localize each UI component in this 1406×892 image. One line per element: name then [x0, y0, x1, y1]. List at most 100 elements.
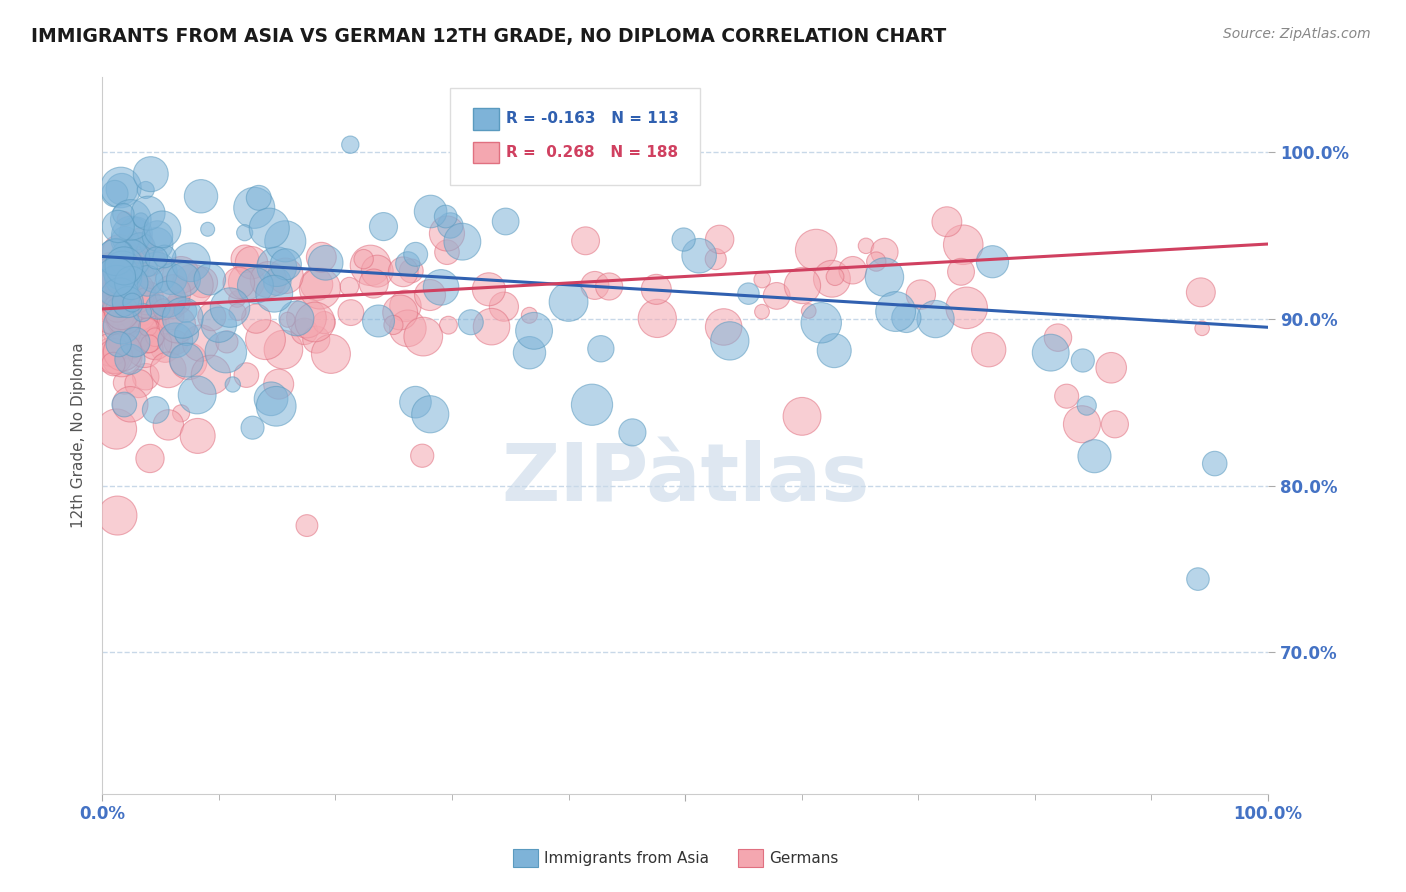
Point	[191, 275, 214, 289]
Point	[124, 287, 146, 301]
Point	[162, 285, 184, 300]
Point	[821, 272, 844, 286]
Point	[436, 227, 458, 241]
Point	[273, 343, 295, 357]
Point	[751, 273, 773, 287]
Point	[138, 260, 160, 275]
Point	[170, 268, 193, 282]
Point	[165, 334, 187, 348]
Point	[896, 310, 918, 325]
Point	[295, 311, 318, 326]
Point	[235, 275, 257, 289]
Point	[104, 186, 127, 201]
Point	[873, 270, 896, 285]
Point	[124, 282, 146, 296]
Point	[105, 281, 128, 295]
Point	[259, 221, 281, 235]
Point	[111, 323, 134, 337]
Point	[157, 417, 180, 432]
Point	[111, 289, 134, 303]
Point	[117, 295, 139, 310]
Point	[139, 167, 162, 181]
Point	[884, 304, 907, 318]
Point	[363, 277, 385, 291]
Point	[274, 235, 297, 249]
FancyBboxPatch shape	[450, 88, 700, 185]
Point	[120, 255, 142, 269]
Point	[104, 250, 127, 264]
Point	[146, 300, 169, 314]
Point	[226, 305, 249, 319]
Point	[841, 263, 863, 277]
Point	[112, 398, 135, 412]
Point	[136, 206, 159, 220]
Point	[129, 241, 152, 255]
Point	[314, 316, 336, 330]
Point	[181, 278, 204, 293]
Point	[492, 300, 515, 314]
Point	[145, 266, 167, 280]
Point	[401, 264, 423, 278]
Point	[243, 201, 266, 215]
Point	[165, 335, 187, 350]
Point	[873, 244, 896, 259]
Point	[138, 336, 160, 351]
Point	[127, 306, 149, 320]
Point	[274, 257, 297, 271]
Point	[153, 249, 176, 263]
Point	[108, 245, 131, 260]
Point	[311, 250, 333, 264]
Point	[367, 314, 389, 328]
Point	[105, 301, 128, 316]
Point	[460, 315, 482, 329]
Point	[111, 306, 134, 320]
Point	[200, 368, 222, 382]
Point	[108, 290, 131, 304]
Point	[1039, 345, 1062, 359]
Point	[621, 425, 644, 440]
Point	[233, 226, 256, 240]
Point	[105, 269, 128, 284]
Point	[245, 311, 267, 326]
Point	[201, 310, 224, 324]
Point	[1204, 457, 1226, 471]
Point	[129, 290, 152, 304]
Point	[935, 215, 957, 229]
Point	[222, 377, 245, 392]
Point	[124, 335, 146, 350]
Point	[977, 343, 1000, 357]
Point	[141, 318, 163, 332]
Point	[305, 277, 328, 292]
Point	[110, 293, 132, 308]
Point	[160, 272, 183, 286]
Point	[152, 222, 174, 236]
Point	[295, 518, 318, 533]
Point	[110, 330, 132, 344]
Point	[139, 451, 162, 466]
Point	[110, 180, 132, 194]
Point	[104, 349, 127, 363]
Point	[121, 261, 143, 276]
Point	[266, 275, 288, 289]
Point	[267, 377, 290, 392]
Point	[751, 304, 773, 318]
Point	[122, 327, 145, 342]
Point	[121, 297, 143, 311]
Point	[103, 307, 125, 321]
Point	[373, 219, 395, 234]
Point	[266, 260, 288, 274]
Point	[315, 256, 337, 270]
Point	[108, 291, 131, 305]
Point	[101, 349, 124, 363]
Point	[125, 227, 148, 241]
Point	[396, 321, 419, 335]
Point	[257, 273, 280, 287]
Point	[107, 508, 129, 523]
Point	[156, 292, 179, 306]
Point	[190, 189, 212, 203]
Point	[688, 249, 710, 263]
Point	[404, 395, 426, 409]
Point	[105, 279, 128, 293]
Point	[713, 320, 735, 334]
Point	[136, 295, 159, 310]
